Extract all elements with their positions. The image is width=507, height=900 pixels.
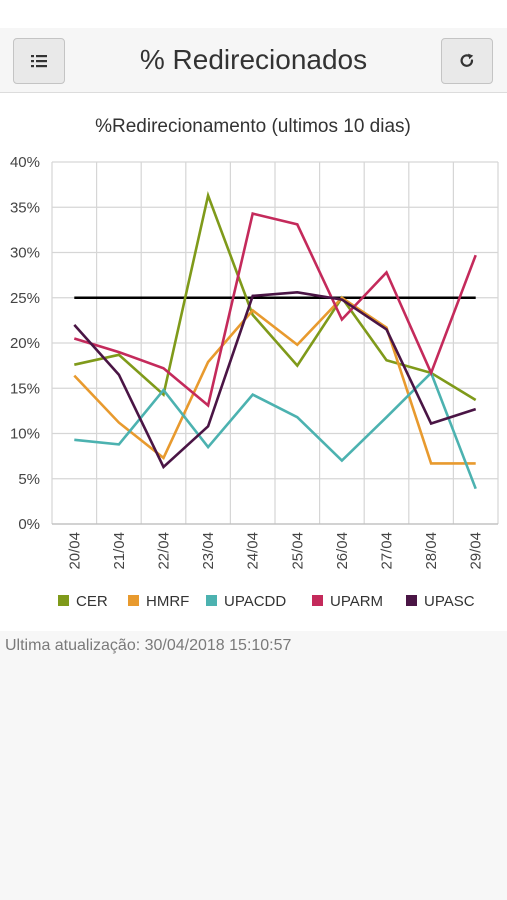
y-tick-label: 35% xyxy=(10,199,40,216)
y-tick-label: 20% xyxy=(10,335,40,352)
y-tick-label: 5% xyxy=(18,471,40,488)
legend-label-upacdd: UPACDD xyxy=(224,593,286,610)
y-tick-label: 30% xyxy=(10,245,40,262)
x-tick-label: 28/04 xyxy=(423,532,440,570)
refresh-icon xyxy=(460,53,474,67)
x-tick-label: 25/04 xyxy=(289,532,306,570)
series-line-uparm xyxy=(73,212,477,408)
legend-swatch-cer xyxy=(58,595,69,606)
x-tick-label: 22/04 xyxy=(156,532,173,570)
chart-card: %Redirecionamento (ultimos 10 dias) 0% 5% 1… xyxy=(0,93,507,631)
app-header: % Redirecionados xyxy=(0,28,507,93)
refresh-button[interactable] xyxy=(441,38,493,84)
legend-swatch-hmrf xyxy=(128,595,139,606)
legend-swatch-upasc xyxy=(406,595,417,606)
x-tick-label: 23/04 xyxy=(200,532,217,570)
legend-label-upasc: UPASC xyxy=(424,593,475,610)
x-tick-label: 29/04 xyxy=(468,532,485,570)
menu-button[interactable] xyxy=(13,38,65,84)
series-line-cer xyxy=(74,190,477,402)
y-tick-label: 0% xyxy=(18,516,40,533)
list-icon xyxy=(31,55,47,68)
legend-swatch-upacdd xyxy=(206,595,217,606)
series-line-upasc xyxy=(73,290,477,470)
legend-label-cer: CER xyxy=(76,593,108,610)
y-tick-label: 40% xyxy=(10,154,40,171)
chart-title: %Redirecionamento (ultimos 10 dias) xyxy=(95,116,411,137)
y-tick-label: 10% xyxy=(10,426,40,443)
y-tick-label: 25% xyxy=(10,290,40,307)
x-tick-label: 27/04 xyxy=(379,532,396,570)
legend-label-hmrf: HMRF xyxy=(146,593,189,610)
redirection-chart: %Redirecionamento (ultimos 10 dias) 0% 5% 1… xyxy=(10,116,499,610)
x-tick-label: 26/04 xyxy=(334,532,351,570)
page-title: % Redirecionados xyxy=(139,44,368,75)
series-line-upacdd xyxy=(74,370,477,490)
y-tick-label: 15% xyxy=(10,380,40,397)
x-tick-label: 21/04 xyxy=(111,532,128,570)
last-update-text: Ultima atualização: 30/04/2018 15:10:57 xyxy=(5,637,292,654)
legend-label-uparm: UPARM xyxy=(330,593,383,610)
legend-swatch-uparm xyxy=(312,595,323,606)
x-tick-label: 20/04 xyxy=(66,532,83,570)
status-strip xyxy=(0,0,507,28)
x-tick-label: 24/04 xyxy=(245,532,262,570)
